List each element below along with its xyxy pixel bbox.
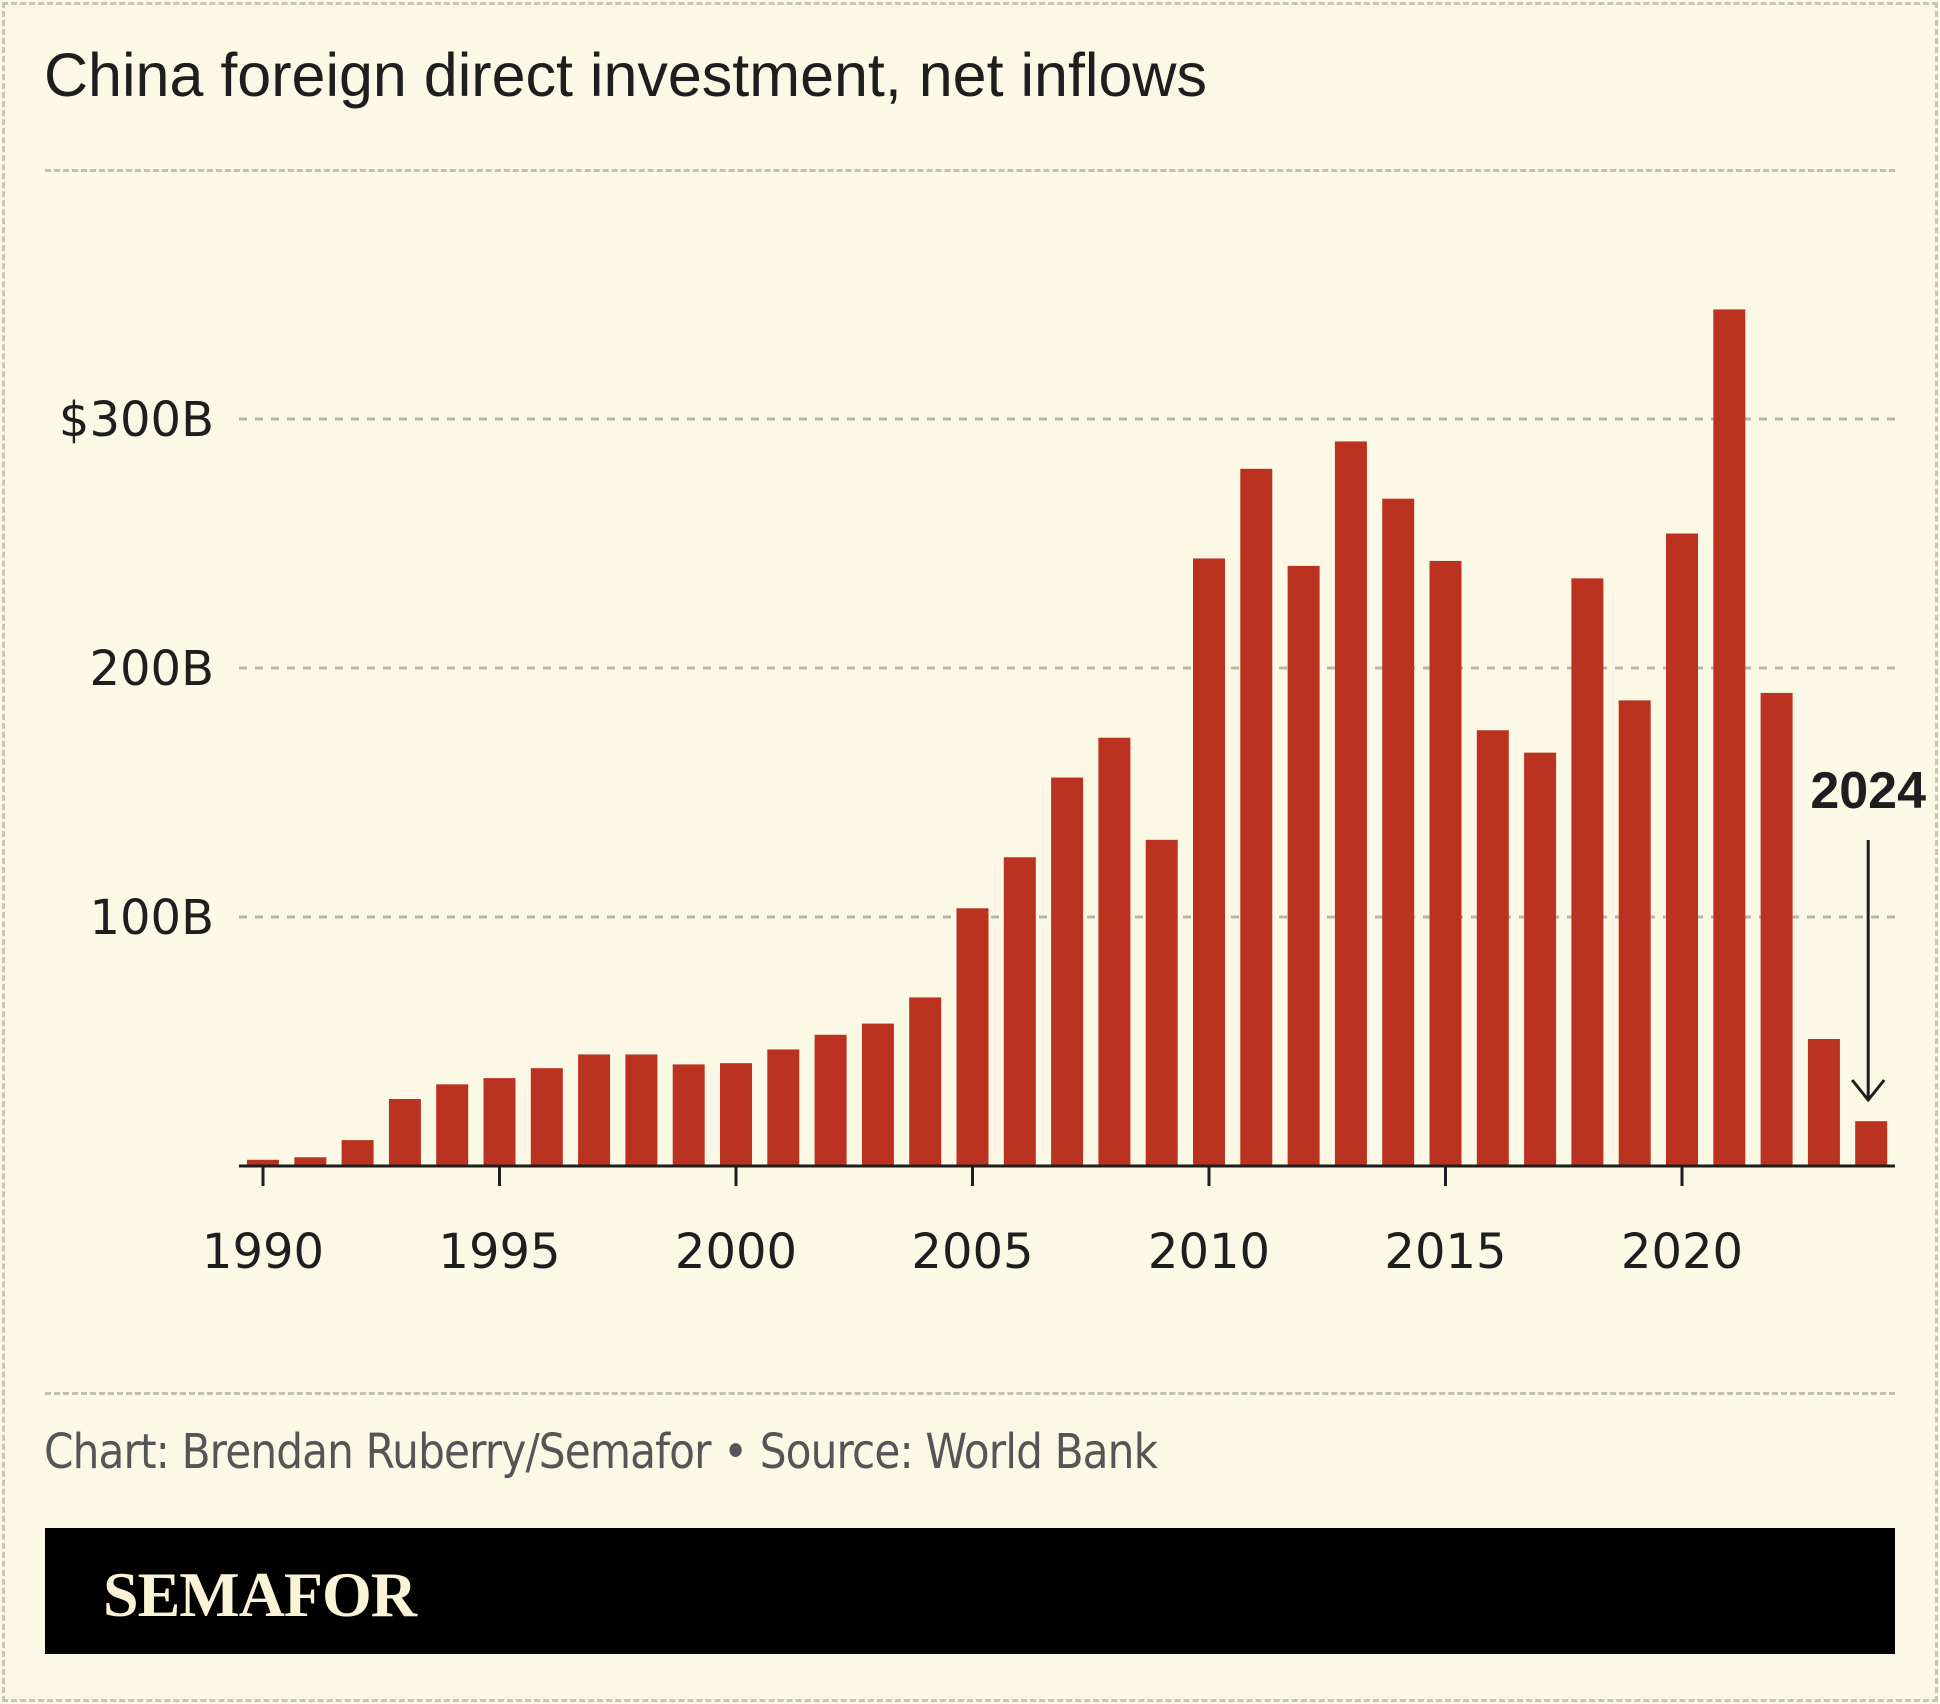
bar-2023 — [1807, 1039, 1840, 1166]
bar-1998 — [625, 1054, 658, 1166]
bar-1991 — [294, 1157, 327, 1166]
annotation-label: 2024 — [1810, 762, 1926, 820]
bar-1990 — [247, 1159, 279, 1166]
bottom-divider — [45, 1392, 1895, 1395]
chart-credit: Chart: Brendan Ruberry/Semafor • Source:… — [44, 1424, 1158, 1480]
bar-2016 — [1476, 730, 1509, 1166]
bar-1997 — [578, 1054, 611, 1166]
bar-1995 — [483, 1078, 516, 1166]
x-tick-label: 2000 — [675, 1224, 797, 1280]
x-tick-label: 2015 — [1384, 1224, 1506, 1280]
bar-2018 — [1571, 578, 1604, 1166]
bar-1994 — [436, 1084, 469, 1166]
bar-2000 — [720, 1063, 752, 1166]
bar-2015 — [1429, 560, 1462, 1166]
x-tick-label: 2005 — [911, 1224, 1033, 1280]
chart-title: China foreign direct investment, net inf… — [44, 41, 1207, 109]
y-tick-label: $300B — [59, 392, 214, 448]
x-tick-label: 2020 — [1621, 1224, 1743, 1280]
bar-2020 — [1666, 533, 1698, 1166]
top-divider — [45, 169, 1895, 172]
bar-2012 — [1287, 565, 1320, 1166]
bar-2014 — [1382, 498, 1415, 1166]
bar-2024 — [1855, 1121, 1888, 1166]
bar-2005 — [956, 908, 989, 1166]
bar-1992 — [341, 1140, 374, 1166]
bar-2019 — [1618, 700, 1651, 1166]
y-tick-label: 100B — [89, 890, 214, 946]
x-tick-label: 2010 — [1148, 1224, 1270, 1280]
semafor-logo: SEMAFOR — [103, 1559, 417, 1630]
bar-2011 — [1240, 468, 1273, 1166]
bar-2004 — [909, 997, 942, 1166]
bar-2006 — [1003, 857, 1036, 1166]
bar-2022 — [1760, 692, 1793, 1166]
brand-footer: SEMAFOR — [45, 1528, 1895, 1654]
bar-2003 — [861, 1023, 894, 1166]
bar-1993 — [388, 1099, 421, 1166]
bar-2001 — [767, 1049, 800, 1166]
x-tick-label: 1995 — [438, 1224, 560, 1280]
bar-2017 — [1524, 752, 1557, 1166]
bar-2007 — [1051, 777, 1084, 1166]
bar-2021 — [1713, 309, 1746, 1166]
bar-2010 — [1193, 558, 1225, 1166]
bar-2009 — [1145, 839, 1178, 1166]
bar-2002 — [814, 1034, 847, 1166]
arrow-head-icon — [1851, 1079, 1886, 1103]
bar-1999 — [672, 1064, 705, 1166]
y-tick-label: 200B — [89, 641, 214, 697]
bar-2008 — [1098, 737, 1131, 1166]
bar-2013 — [1334, 441, 1367, 1166]
bar-1996 — [530, 1068, 563, 1166]
x-tick-label: 1990 — [202, 1224, 324, 1280]
